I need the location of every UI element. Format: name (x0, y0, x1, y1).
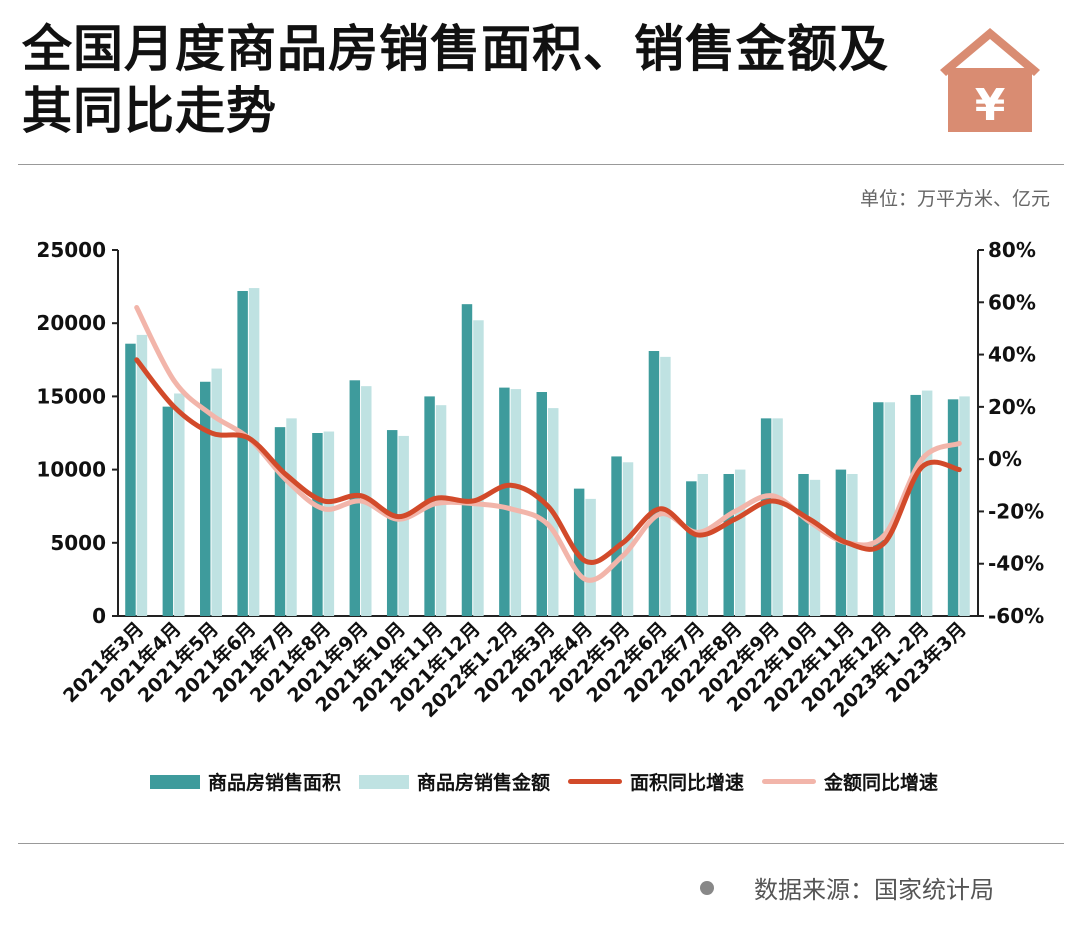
source-label: 数据来源：国家统计局 (754, 876, 994, 904)
bar-amount (398, 435, 409, 616)
bar-amount (510, 389, 522, 616)
legend-label: 商品房销售面积 (208, 772, 342, 794)
right-tick-label: 20% (988, 395, 1036, 419)
bar-area (200, 381, 211, 616)
chart-legend: 商品房销售面积 商品房销售金额 面积同比增速 金额同比增速 (150, 768, 956, 795)
legend-item-area-yoy: 面积同比增速 (568, 768, 744, 795)
legend-swatch-amount (359, 774, 410, 789)
bar-amount (809, 479, 821, 616)
bar-amount (136, 334, 148, 616)
bar-amount (921, 390, 933, 616)
legend-label: 商品房销售金额 (417, 772, 551, 794)
bar-amount (211, 368, 222, 616)
combo-chart: 0 5000 10000 15000 20000 25000 -60% -40% -20% 0% 2… (36, 238, 1044, 722)
legend-label: 面积同比增速 (630, 772, 745, 794)
right-tick-label: -60% (988, 604, 1044, 628)
bar-amount (959, 396, 970, 616)
page-title: 全国月度商品房销售面积、销售金额及其同比走势 (22, 20, 889, 140)
right-tick-label: -20% (988, 499, 1044, 523)
legend-item-amount: 商品房销售金额 (359, 768, 550, 795)
bar-area (611, 456, 622, 616)
left-tick-label: 10000 (36, 458, 106, 482)
bar-area (686, 481, 697, 616)
bar-amount (772, 418, 783, 616)
unit-label: 单位：万平方米、亿元 (859, 188, 1050, 210)
bar-area (386, 430, 398, 616)
bar-amount (286, 418, 297, 616)
left-tick-label: 15000 (36, 384, 106, 408)
right-tick-label: 0% (988, 447, 1022, 471)
bar-area (461, 304, 473, 616)
legend-label: 金额同比增速 (824, 772, 939, 794)
bar-area (237, 290, 248, 616)
bar-amount (884, 402, 895, 616)
right-tick-label: 60% (988, 290, 1036, 314)
legend-item-area: 商品房销售面积 (150, 768, 341, 795)
bar-area (536, 392, 547, 616)
yuan-icon: ¥ (975, 80, 1006, 131)
bar-area (125, 343, 136, 616)
bar-amount (435, 405, 447, 616)
bar-area (274, 427, 286, 616)
bar-area (873, 402, 884, 616)
left-tick-label: 5000 (50, 531, 106, 555)
bullet-icon (700, 880, 714, 895)
source-note: 数据来源：国家统计局 (700, 870, 994, 905)
bar-amount (248, 288, 260, 616)
footer-divider (18, 843, 1064, 844)
bar-area (162, 406, 174, 616)
line-area-yoy (134, 357, 962, 565)
title-divider (18, 164, 1064, 165)
bar-area (723, 473, 734, 616)
right-tick-label: -40% (988, 552, 1044, 576)
bar-amount (660, 356, 671, 616)
bar-amount (734, 469, 746, 616)
legend-item-amount-yoy: 金额同比增速 (762, 768, 938, 795)
right-tick-label: 80% (988, 238, 1036, 262)
bar-area (312, 433, 323, 616)
bar-amount (585, 498, 596, 616)
bar-amount (473, 320, 484, 616)
bar-area (798, 473, 809, 616)
bar-area (947, 399, 959, 616)
bar-area (910, 394, 921, 616)
house-yuan-icon: ¥ (938, 24, 1042, 134)
left-tick-label: 25000 (36, 238, 106, 262)
bar-area (499, 387, 510, 616)
bar-area (648, 351, 660, 616)
bar-amount (174, 393, 185, 616)
legend-swatch-area-yoy (568, 779, 623, 784)
left-tick-label: 0 (92, 604, 106, 628)
legend-swatch-amount-yoy (762, 779, 817, 784)
bar-amount (697, 473, 709, 616)
right-tick-label: 40% (988, 343, 1036, 367)
legend-swatch-area (150, 774, 200, 789)
bar-amount (323, 431, 335, 616)
bar-area (349, 380, 361, 616)
bar-area (760, 418, 772, 616)
left-tick-label: 20000 (36, 311, 106, 335)
